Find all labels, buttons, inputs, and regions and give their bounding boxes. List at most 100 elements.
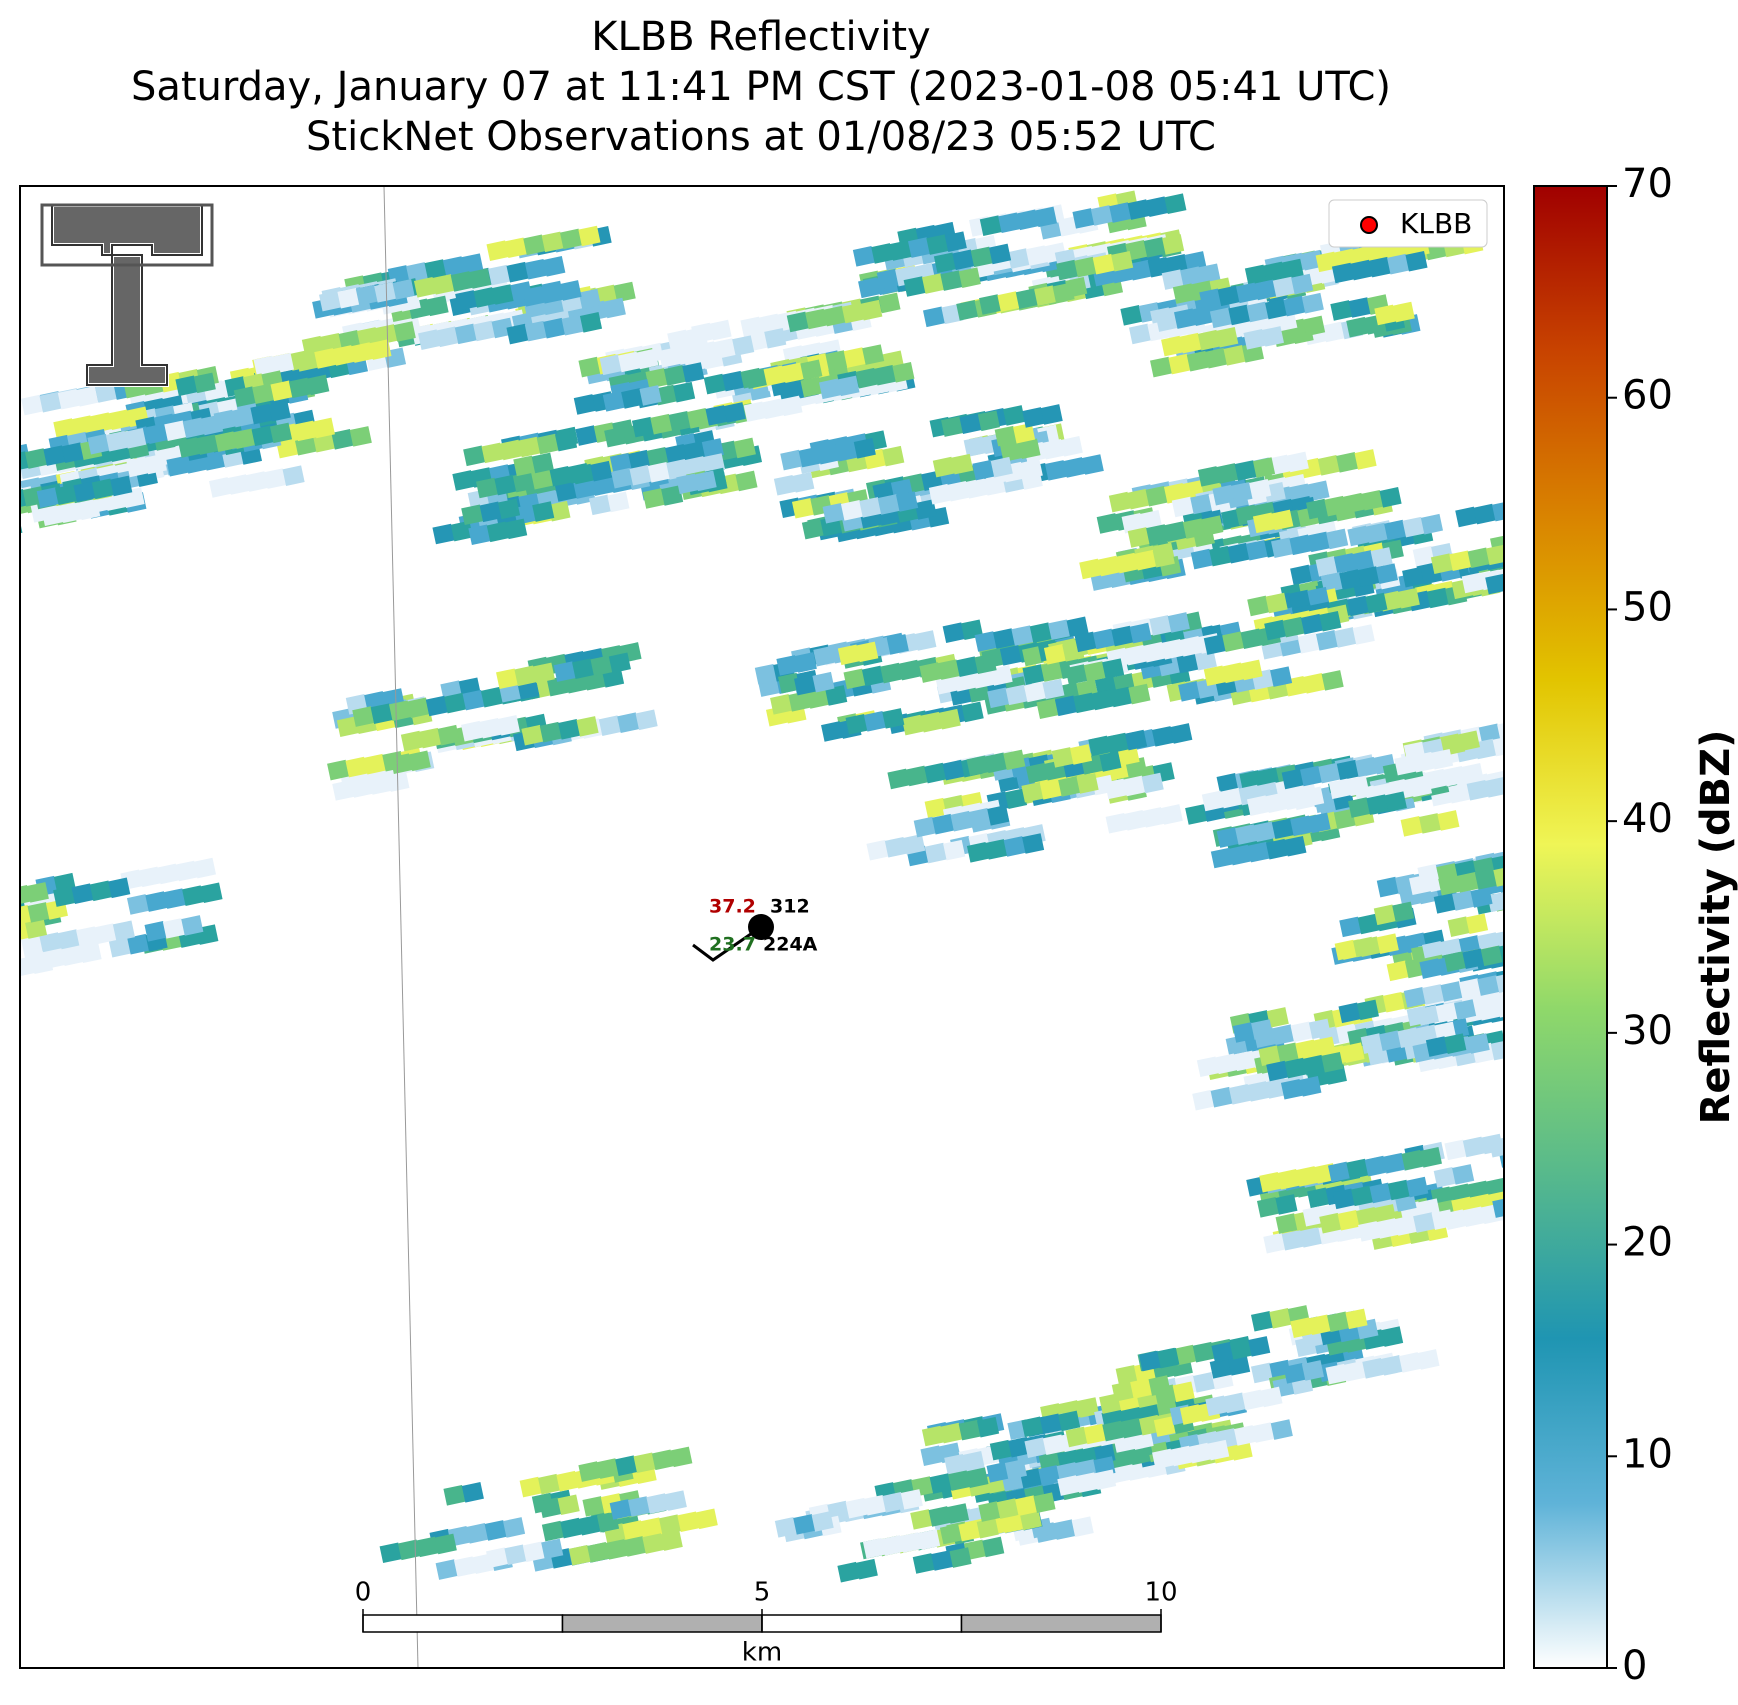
echo-cell: [972, 668, 995, 689]
echo-cell: [740, 316, 763, 338]
echo-cell: [1167, 612, 1190, 633]
echo-cell: [1022, 645, 1045, 667]
echo-cell: [1438, 874, 1461, 896]
echo-cell: [466, 1523, 489, 1544]
echo-cell: [43, 445, 66, 466]
echo-cell: [1384, 519, 1407, 541]
echo-cell: [1366, 794, 1389, 815]
echo-cell: [701, 438, 724, 459]
echo-cell: [144, 921, 167, 942]
echo-cell: [475, 477, 499, 499]
echo-cell: [1201, 790, 1224, 812]
echo-cell: [1461, 763, 1484, 784]
echo-cell: [609, 1499, 632, 1520]
echo-cell: [1286, 451, 1309, 473]
echo-cell: [1402, 516, 1425, 538]
echo-cell: [1199, 288, 1222, 310]
echo-cell: [1504, 1175, 1526, 1196]
echo-cell: [703, 373, 726, 395]
echo-cell: [502, 1517, 526, 1538]
echo-cell: [1376, 876, 1399, 898]
echo-cell: [1347, 525, 1370, 547]
echo-cell: [1397, 1027, 1420, 1049]
echo-cell: [1417, 1005, 1440, 1026]
echo-cell: [1143, 237, 1166, 258]
echo-cell: [196, 434, 219, 455]
echo-cell: [1178, 681, 1201, 702]
echo-cell: [1271, 818, 1294, 840]
echo-cell: [958, 1520, 981, 1542]
echo-cell: [1072, 208, 1095, 229]
echo-cell: [926, 234, 949, 255]
echo-cell: [1052, 282, 1075, 304]
echo-cell: [1510, 498, 1532, 519]
echo-cell: [613, 281, 636, 303]
echo-cell: [138, 866, 161, 888]
echo-cell: [963, 436, 986, 458]
echo-cell: [913, 816, 936, 838]
echo-cell: [1115, 552, 1139, 574]
echo-cell: [486, 240, 509, 261]
echo-cell: [754, 663, 777, 685]
echo-cell: [1334, 627, 1357, 648]
echo-cell: [952, 249, 975, 271]
echo-cell: [618, 351, 641, 373]
echo-cell: [673, 381, 696, 403]
echo-cell: [1307, 480, 1330, 502]
echo-cell: [1076, 773, 1099, 794]
echo-cell: [504, 237, 527, 259]
echo-cell: [1444, 1033, 1467, 1054]
echo-cell: [1172, 283, 1195, 304]
echo-cell: [175, 375, 198, 397]
station-name: 224A: [763, 934, 818, 956]
echo-cell: [998, 212, 1021, 234]
echo-cell: [1509, 535, 1531, 556]
echo-cell: [1507, 1134, 1529, 1155]
colorbar-tick-label: 70: [1622, 161, 1673, 207]
echo-cell: [59, 502, 82, 524]
echo-cell: [860, 299, 883, 321]
echo-cell: [1145, 485, 1168, 507]
echo-cell: [543, 256, 566, 277]
echo-cell: [42, 948, 65, 969]
echo-cell: [940, 270, 963, 291]
echo-cell: [1265, 792, 1288, 814]
echo-cell: [91, 478, 114, 500]
echo-cell: [587, 1542, 610, 1563]
echo-cell: [932, 813, 955, 835]
echo-cell: [1353, 936, 1376, 958]
echo-cell: [558, 718, 581, 740]
echo-cell: [1260, 1386, 1283, 1408]
echo-cell: [774, 1517, 797, 1538]
echo-cell: [375, 324, 398, 345]
echo-cell: [1003, 749, 1026, 771]
echo-cell: [907, 237, 931, 258]
echo-cell: [992, 628, 1016, 649]
echo-cell: [962, 1451, 985, 1472]
echo-cell: [1641, 910, 1663, 931]
echo-cell: [567, 463, 590, 484]
echo-cell: [974, 631, 997, 652]
echo-cell: [1284, 835, 1307, 857]
echo-cell: [1626, 892, 1648, 913]
echo-cell: [1145, 196, 1169, 217]
echo-cell: [695, 341, 718, 362]
echo-cell: [650, 413, 673, 435]
echo-cell: [1348, 797, 1371, 818]
echo-cell: [1276, 1042, 1299, 1064]
echo-cell: [319, 290, 342, 312]
echo-cell: [1437, 810, 1460, 831]
echo-cell: [841, 302, 864, 324]
echo-cell: [1324, 495, 1347, 517]
echo-cell: [642, 1533, 665, 1554]
echo-cell: [1295, 1039, 1318, 1061]
echo-cell: [966, 842, 990, 863]
echo-cell: [1143, 641, 1166, 663]
echo-cell: [1043, 644, 1067, 665]
echo-cell: [419, 727, 442, 749]
echo-cell: [1283, 1363, 1306, 1384]
echo-cell: [623, 1536, 647, 1557]
echo-cell: [1412, 751, 1435, 773]
echo-cell: [1480, 993, 1503, 1015]
echo-cell: [182, 417, 205, 439]
